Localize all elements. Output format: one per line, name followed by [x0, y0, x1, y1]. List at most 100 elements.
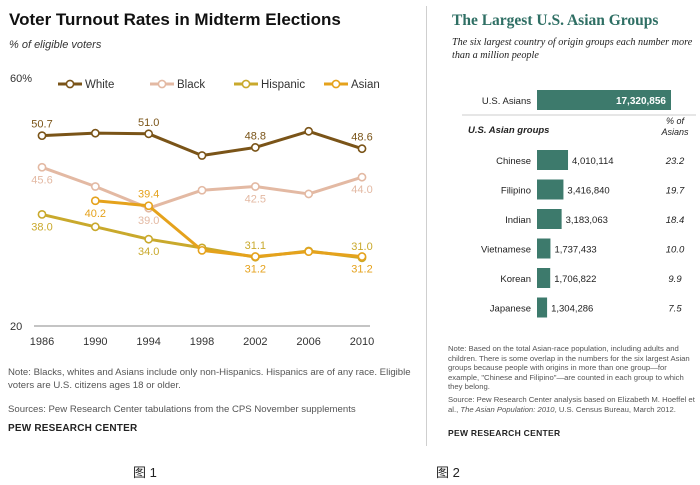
x-tick-label: 2010: [350, 336, 374, 348]
legend-marker-asian: [331, 79, 341, 89]
legend-label-asian: Asian: [351, 79, 380, 91]
data-point-white: [250, 143, 260, 152]
x-tick-label: 1994: [136, 336, 160, 348]
chart-title: Voter Turnout Rates in Midterm Elections: [9, 10, 341, 29]
x-tick-label: 1998: [190, 336, 214, 348]
data-point-black: [304, 189, 314, 199]
pct-header-line1: % of: [666, 116, 686, 126]
data-label-hispanic: 31.1: [245, 240, 266, 252]
data-label-black: 42.5: [245, 194, 266, 206]
data-point-asian: [197, 245, 207, 255]
bar-category-label: Filipino: [501, 186, 531, 197]
bar-indian: [537, 209, 562, 229]
data-label-black: 45.6: [31, 174, 52, 186]
x-tick-label: 2006: [296, 336, 320, 348]
data-point-black: [197, 185, 207, 195]
chart-note: Note: Based on the total Asian-race popu…: [448, 344, 690, 392]
data-label-white: 48.6: [351, 132, 372, 144]
line-chart-svg: 60% 20 1986 1990 1994 1998 2002 2006 2010 White Bl…: [10, 73, 380, 348]
bar-category-label: Vietnamese: [481, 245, 531, 256]
bar-value-label: 17,320,856: [616, 96, 666, 107]
chart-subtitle: The six largest country of origin groups…: [452, 37, 693, 61]
chart-source: Sources: Pew Research Center tabulations…: [8, 404, 356, 415]
data-label-asian: 31.2: [351, 264, 372, 276]
figure-1-caption: 图 1: [133, 465, 157, 480]
x-tick-label: 1986: [30, 336, 54, 348]
bar-percent-label: 7.5: [668, 304, 682, 315]
figure-2-caption: 图 2: [436, 465, 460, 480]
bar-percent-label: 9.9: [668, 274, 682, 285]
bar-value-label: 3,416,840: [567, 186, 609, 197]
data-label-black: 44.0: [351, 184, 372, 196]
bar-value-label: 1,706,822: [554, 274, 596, 285]
bar-percent-label: 18.4: [666, 215, 685, 226]
panel-divider: [426, 6, 427, 446]
series-line-asian: [95, 199, 363, 259]
data-label-hispanic: 38.0: [31, 221, 52, 233]
bar-vietnamese: [537, 238, 551, 259]
source-title: The Asian Population: 2010: [460, 404, 555, 414]
data-point-asian: [304, 247, 314, 256]
data-label-white: 50.7: [31, 119, 52, 131]
data-point-black: [90, 182, 100, 191]
legend-marker-black: [157, 79, 167, 89]
bar-category-label: Korean: [500, 274, 531, 285]
chart-subtitle: % of eligible voters: [9, 39, 102, 51]
data-label-hispanic: 31.0: [351, 241, 372, 253]
data-label-black: 39.0: [138, 215, 159, 227]
bar-category-label: Japanese: [490, 304, 531, 315]
data-label-asian: 40.2: [85, 208, 106, 220]
bar-chart-svg: U.S. Asians 17,320,856 U.S. Asian groups % …: [462, 90, 696, 318]
chart-note: Note: Blacks, whites and Asians include …: [8, 367, 411, 391]
bar-value-label: 1,304,286: [551, 304, 593, 315]
chart-source: Source: Pew Research Center analysis bas…: [448, 395, 700, 414]
bar-category-label: Indian: [505, 215, 531, 226]
y-tick-label: 60%: [10, 73, 32, 85]
data-point-black: [37, 162, 47, 172]
bar-value-label: 3,183,063: [566, 215, 608, 226]
x-tick-label: 2002: [243, 336, 267, 348]
figure-1-turnout-chart: Voter Turnout Rates in Midterm Elections…: [8, 10, 411, 434]
bar-korean: [537, 268, 551, 288]
data-point-hispanic: [90, 222, 100, 232]
data-point-white: [357, 144, 367, 154]
data-point-asian: [90, 196, 100, 206]
x-tick-label: 1990: [83, 336, 107, 348]
bar-filipino: [537, 179, 564, 200]
bar-value-label: 1,737,433: [554, 245, 596, 256]
legend-marker-white: [65, 79, 75, 89]
source-suffix: , U.S. Census Bureau, March 2012.: [554, 404, 676, 414]
data-point-white: [304, 126, 314, 136]
chart-title: The Largest U.S. Asian Groups: [452, 12, 659, 29]
source-prefix: Source: Pew Research Center analysis bas…: [448, 395, 695, 414]
bar-total: [537, 90, 671, 110]
figure-2-asian-groups-chart: The Largest U.S. Asian Groups The six la…: [434, 0, 700, 458]
bar-category-label: U.S. Asians: [482, 96, 531, 107]
data-point-asian: [357, 252, 367, 261]
brand-logo-text: PEW RESEARCH CENTER: [448, 428, 561, 438]
data-point-asian: [144, 201, 154, 211]
data-label-asian: 31.2: [245, 264, 266, 276]
data-label-hispanic: 34.0: [138, 246, 159, 258]
group-header: U.S. Asian groups: [468, 125, 549, 136]
data-point-black: [357, 172, 367, 182]
legend-label-black: Black: [177, 79, 205, 91]
bar-percent-label: 23.2: [665, 156, 685, 167]
legend-label-hispanic: Hispanic: [261, 79, 305, 91]
data-label-white: 51.0: [138, 117, 159, 129]
data-label-white: 48.8: [245, 130, 266, 142]
bar-chinese: [537, 150, 569, 170]
bar-value-label: 4,010,114: [572, 156, 614, 167]
bar-japanese: [537, 297, 548, 318]
data-point-white: [37, 131, 47, 141]
bar-percent-label: 19.7: [666, 186, 685, 197]
data-label-asian: 39.4: [138, 189, 159, 201]
data-point-white: [144, 129, 154, 139]
data-point-hispanic: [144, 234, 154, 244]
bar-category-label: Chinese: [496, 156, 531, 167]
y-tick-label: 20: [10, 321, 22, 333]
legend-marker-hispanic: [241, 79, 251, 89]
legend-label-white: White: [85, 79, 114, 91]
data-point-hispanic: [37, 209, 47, 219]
data-point-white: [197, 151, 207, 160]
